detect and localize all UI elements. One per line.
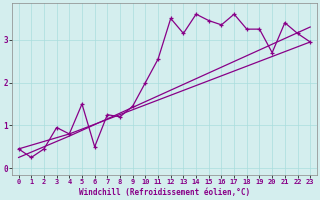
- X-axis label: Windchill (Refroidissement éolien,°C): Windchill (Refroidissement éolien,°C): [79, 188, 250, 197]
